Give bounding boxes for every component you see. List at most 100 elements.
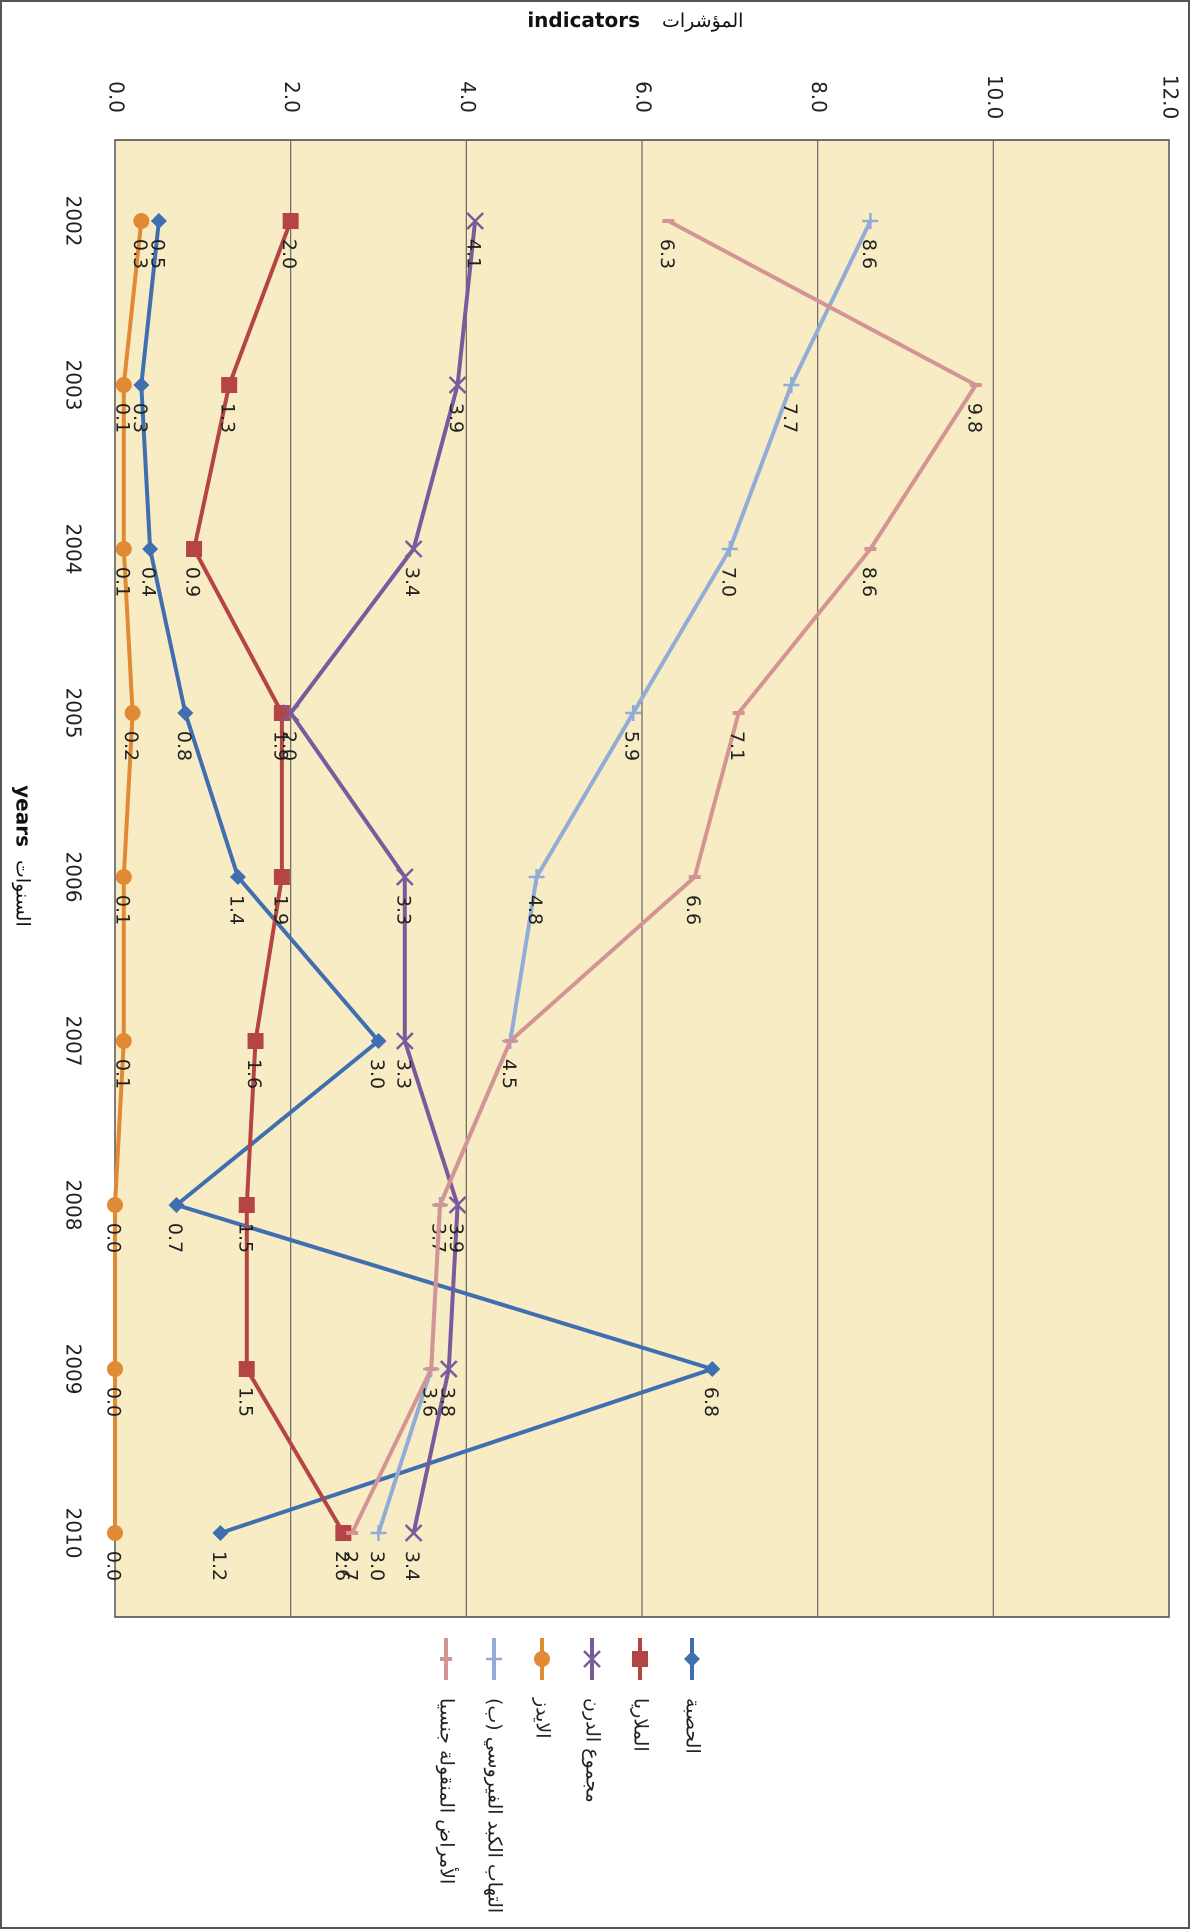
data-label-3: 0.1 [111, 403, 133, 433]
x-tick-label: 2006 [62, 852, 86, 903]
data-label-5: 9.8 [963, 403, 985, 433]
data-label-5: 6.6 [682, 895, 704, 925]
legend-swatch-marker [583, 1650, 601, 1668]
data-label-4: 4.8 [524, 895, 546, 925]
data-label-5: 2.7 [340, 1551, 362, 1581]
data-label-5: 8.6 [858, 567, 880, 597]
data-label-4: 7.0 [717, 567, 739, 597]
data-point-3 [115, 541, 132, 557]
data-label-1: 1.9 [269, 731, 291, 761]
data-label-4: 7.7 [779, 403, 801, 433]
data-label-1: 2.0 [278, 239, 300, 269]
data-label-1: 1.9 [269, 895, 291, 925]
data-label-0: 3.0 [366, 1059, 388, 1089]
data-point-2 [404, 540, 423, 558]
data-point-3 [133, 213, 150, 229]
data-point-3 [107, 1197, 123, 1213]
data-point-0 [177, 705, 194, 721]
legend-swatch-marker [486, 1651, 502, 1667]
data-label-2: 3.9 [445, 1223, 467, 1253]
data-label-4: 8.6 [858, 239, 880, 269]
data-label-4: 3.6 [419, 1387, 441, 1417]
x-tick-label: 2008 [62, 1180, 86, 1231]
data-label-0: 0.3 [129, 403, 151, 433]
data-point-2 [439, 1360, 458, 1378]
data-point-0 [142, 541, 159, 557]
y-tick-label: 4.0 [456, 81, 480, 113]
legend-swatch-marker [632, 1651, 648, 1667]
data-label-2: 3.4 [401, 1551, 423, 1581]
data-point-1 [238, 1197, 255, 1213]
data-label-2: 3.9 [445, 403, 467, 433]
data-point-0 [704, 1361, 721, 1377]
data-point-3 [115, 377, 132, 393]
data-point-4 [721, 541, 738, 557]
data-point-1 [273, 705, 290, 721]
data-label-3: 0.0 [103, 1223, 125, 1253]
data-label-3: 0.0 [103, 1551, 125, 1581]
y-axis-title-arabic: المؤشرات [662, 10, 743, 32]
data-point-3 [115, 1033, 132, 1049]
x-tick-label: 2003 [62, 360, 86, 411]
data-label-1: 2.6 [331, 1551, 353, 1581]
data-label-3: 0.1 [111, 567, 133, 597]
data-point-4 [862, 213, 879, 229]
y-tick-label: 8.0 [807, 81, 831, 113]
data-point-1 [273, 869, 290, 885]
data-label-0: 6.8 [700, 1387, 722, 1417]
data-label-3: 0.0 [103, 1387, 125, 1417]
data-label-0: 0.5 [146, 239, 168, 269]
data-point-1 [247, 1033, 264, 1049]
x-axis-title: years [12, 785, 36, 847]
x-tick-label: 2010 [62, 1508, 86, 1559]
data-point-2 [404, 1524, 423, 1542]
x-tick-label: 2007 [62, 1016, 86, 1067]
data-point-2 [395, 868, 414, 886]
data-point-4 [528, 869, 545, 885]
chart-content: 0.0 2.0 4.0 6.0 8.0 10.0 12.0 2002 2003 2004 2005 2… [12, 8, 1183, 1913]
legend-label: الايدز [532, 1697, 554, 1739]
data-point-3 [124, 705, 141, 721]
data-label-2: 4.1 [463, 239, 485, 269]
y-tick-label: 12.0 [1159, 75, 1183, 120]
data-label-1: 1.5 [234, 1387, 256, 1417]
data-point-3 [115, 869, 132, 885]
data-label-2: 3.8 [436, 1387, 458, 1417]
data-point-2 [448, 376, 467, 394]
data-label-0: 1.2 [208, 1551, 230, 1581]
data-point-4 [625, 705, 642, 721]
data-label-4: 4.5 [498, 1059, 520, 1089]
legend-label: التهاب الكبد الفيروسي (ب) [484, 1698, 506, 1913]
y-tick-label: 0.0 [105, 81, 129, 113]
data-point-0 [370, 1033, 387, 1049]
data-label-3: 0.1 [111, 895, 133, 925]
x-tick-label: 2009 [62, 1344, 86, 1395]
data-label-2: 2.0 [278, 731, 300, 761]
legend-swatch-marker [534, 1651, 550, 1667]
data-label-1: 0.9 [182, 567, 204, 597]
legend-label: مجموع الدرن [582, 1698, 604, 1803]
legend-label: الملاريا [630, 1698, 652, 1752]
data-point-1 [186, 541, 203, 557]
data-label-5: 7.1 [726, 731, 748, 761]
data-label-5: 6.3 [656, 239, 678, 269]
x-tick-label: 2002 [62, 196, 86, 247]
legend-label: الحصبة [682, 1698, 704, 1754]
x-axis-title-arabic: السنوات [12, 860, 34, 927]
data-point-4 [783, 377, 800, 393]
data-label-3: 0.3 [129, 239, 151, 269]
data-point-1 [282, 213, 299, 229]
legend-label: الأمراض المنقولة جنسيا [436, 1698, 459, 1884]
data-point-4 [370, 1525, 387, 1541]
data-label-0: 0.8 [173, 731, 195, 761]
data-label-2: 3.4 [401, 567, 423, 597]
data-point-0 [212, 1525, 229, 1541]
data-point-2 [448, 1196, 467, 1214]
legend-swatch-marker [684, 1651, 700, 1667]
y-axis-title: indicators [527, 8, 640, 32]
data-point-0 [168, 1197, 185, 1213]
data-point-2 [281, 704, 300, 722]
y-tick-label: 2.0 [280, 81, 304, 113]
data-label-1: 1.3 [217, 403, 239, 433]
x-tick-label: 2004 [62, 524, 86, 575]
